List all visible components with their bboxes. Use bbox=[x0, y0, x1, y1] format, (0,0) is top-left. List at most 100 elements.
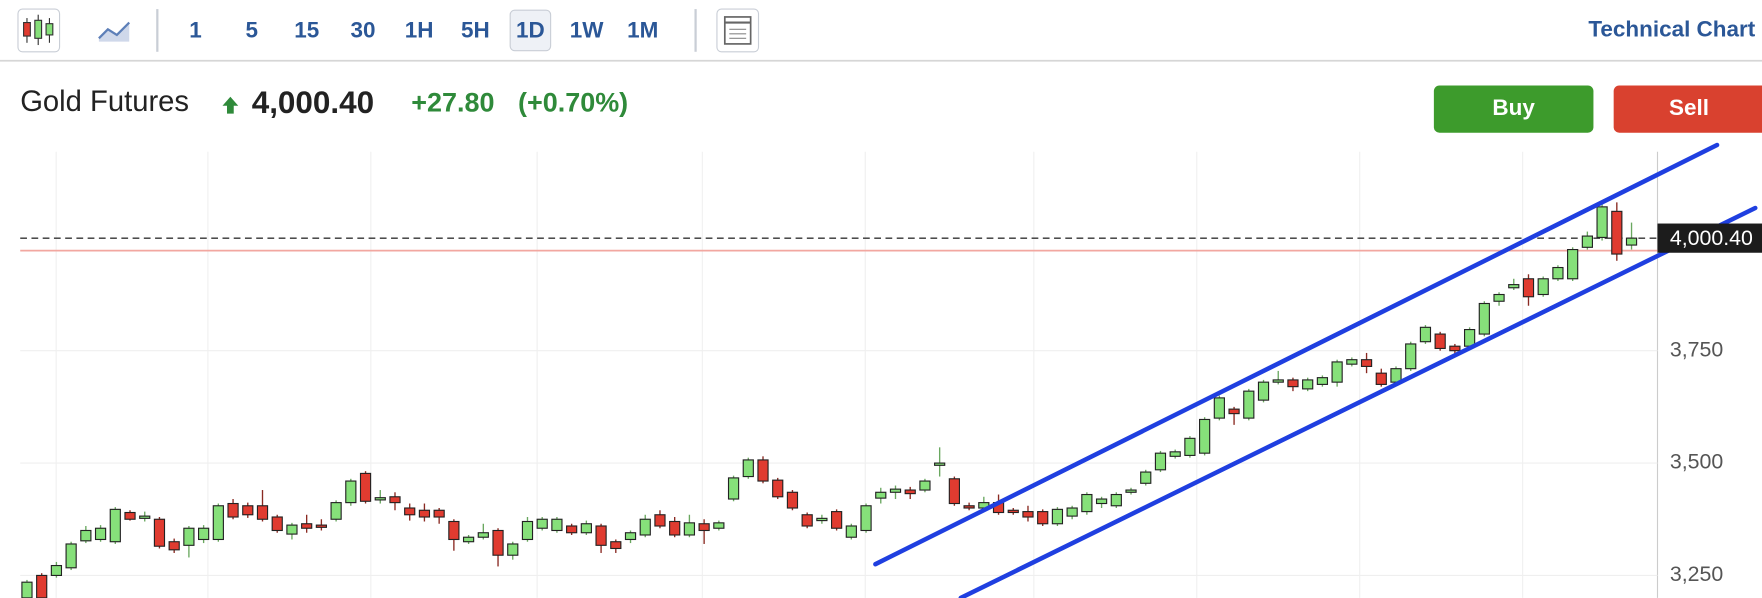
candle-body bbox=[359, 472, 372, 502]
candle-body bbox=[418, 509, 431, 518]
candle-body bbox=[183, 527, 195, 546]
candle-body bbox=[536, 518, 548, 529]
candle-body bbox=[242, 505, 254, 516]
sell-button[interactable]: Sell bbox=[1613, 85, 1762, 133]
candle-body bbox=[683, 522, 696, 536]
layout-button[interactable] bbox=[716, 8, 760, 53]
price: 4,000.40 bbox=[252, 85, 374, 120]
candle-body bbox=[1316, 377, 1329, 385]
candle-body bbox=[1405, 343, 1417, 370]
candle-body bbox=[1022, 511, 1034, 518]
candle-body bbox=[109, 508, 121, 543]
interval-option[interactable]: 1W bbox=[570, 17, 604, 42]
interval-option[interactable]: 1 bbox=[189, 17, 202, 42]
candle-body bbox=[1169, 451, 1181, 457]
candle-body bbox=[389, 496, 401, 504]
candle-body bbox=[256, 505, 269, 520]
candle-body bbox=[36, 574, 48, 598]
candle-body bbox=[1257, 381, 1270, 401]
candle-body bbox=[742, 459, 754, 478]
candle-body bbox=[698, 523, 710, 532]
candle-body bbox=[1051, 508, 1064, 525]
candle-body bbox=[816, 517, 828, 522]
interval-option[interactable]: 5H bbox=[461, 17, 490, 42]
trend-channel bbox=[873, 142, 1758, 598]
candle-body bbox=[624, 532, 637, 541]
interval-option[interactable]: 1H bbox=[405, 17, 434, 42]
candle-body bbox=[757, 459, 769, 482]
candle-body bbox=[1625, 237, 1638, 246]
candle-body bbox=[595, 525, 607, 546]
candle-body bbox=[1508, 284, 1520, 289]
candle-body bbox=[786, 491, 799, 509]
candle-body bbox=[845, 525, 857, 538]
interval-option[interactable]: 15 bbox=[294, 17, 319, 42]
y-tick-label: 3,250 bbox=[1670, 562, 1724, 586]
candle-body bbox=[1007, 509, 1019, 514]
candle-chart-button[interactable] bbox=[17, 8, 61, 53]
candle-body bbox=[94, 527, 107, 541]
active-interval-bg bbox=[509, 9, 552, 52]
candle-body bbox=[1199, 418, 1211, 454]
candle-body bbox=[139, 515, 151, 519]
candle-body bbox=[772, 479, 784, 498]
candle-body bbox=[1154, 452, 1167, 471]
candle-body bbox=[551, 518, 563, 532]
change: +27.80 bbox=[411, 88, 494, 118]
candle-body bbox=[1140, 471, 1152, 484]
candle-body bbox=[566, 525, 578, 534]
up-arrow bbox=[222, 96, 239, 114]
candle-body bbox=[492, 529, 504, 556]
candle-body bbox=[1611, 210, 1623, 255]
candle-body bbox=[1287, 379, 1299, 388]
candle-body bbox=[330, 502, 342, 520]
price-tag-bg bbox=[1657, 223, 1762, 253]
change-percent: (+0.70%) bbox=[518, 88, 628, 118]
candle-body bbox=[1081, 493, 1093, 513]
candle-body bbox=[477, 532, 489, 538]
candle-body bbox=[1243, 390, 1255, 419]
candle-body bbox=[860, 505, 872, 532]
candle-body bbox=[153, 518, 166, 547]
price-tag: 4,000.40 bbox=[1657, 223, 1762, 253]
candle-body bbox=[448, 520, 460, 541]
interval-group: 1 5 15 30 1H 5H 1D 1W 1M bbox=[189, 9, 658, 52]
candle-body bbox=[1419, 326, 1432, 343]
candle-body bbox=[639, 518, 651, 536]
candle-body bbox=[1095, 498, 1108, 505]
candle-body bbox=[345, 480, 357, 504]
candle-body bbox=[1110, 493, 1122, 507]
y-tick-label: 3,500 bbox=[1670, 450, 1724, 474]
plot: 3,250 3,500 3,750 bbox=[20, 202, 1723, 598]
candle-body bbox=[801, 514, 813, 527]
candle-body bbox=[1537, 278, 1549, 296]
interval-option[interactable]: 1M bbox=[627, 17, 658, 42]
candle-body bbox=[889, 488, 902, 493]
candle-body bbox=[404, 507, 416, 516]
candle-body bbox=[286, 524, 298, 535]
candle-body bbox=[1567, 248, 1579, 280]
line-chart-button[interactable] bbox=[98, 21, 131, 42]
buy-button[interactable]: Buy bbox=[1433, 85, 1594, 133]
candle-body bbox=[80, 529, 92, 542]
buy-label[interactable]: Buy bbox=[1492, 95, 1535, 120]
candle-body bbox=[227, 502, 239, 518]
candle-body bbox=[1596, 206, 1608, 238]
candle-body bbox=[271, 516, 283, 532]
interval-option[interactable]: 1D bbox=[516, 17, 545, 42]
candle-body bbox=[934, 462, 946, 466]
candle-body bbox=[610, 541, 622, 550]
candle-body bbox=[1184, 437, 1196, 456]
candle-body bbox=[1434, 333, 1446, 350]
candle-body bbox=[1360, 359, 1373, 367]
interval-option[interactable]: 30 bbox=[350, 17, 375, 42]
candle-body bbox=[1037, 511, 1049, 525]
interval-option[interactable]: 5 bbox=[245, 17, 258, 42]
candle-body bbox=[963, 505, 975, 509]
technical-chart-link[interactable]: Technical Chart bbox=[1588, 16, 1755, 41]
candle-body bbox=[212, 505, 224, 541]
sell-label[interactable]: Sell bbox=[1669, 95, 1709, 120]
candle-body bbox=[521, 520, 534, 541]
candle-body bbox=[1228, 408, 1240, 415]
